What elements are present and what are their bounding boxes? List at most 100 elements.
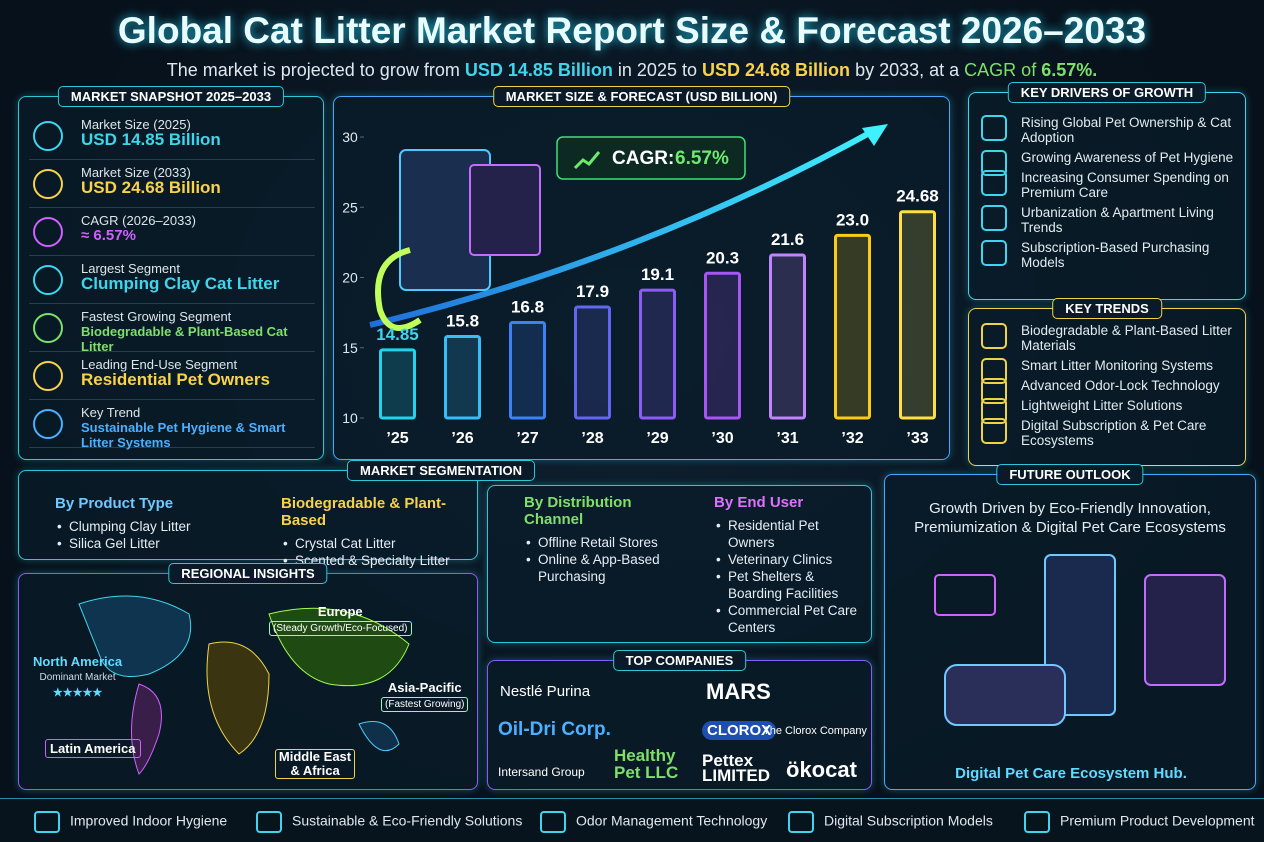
bar bbox=[769, 253, 806, 420]
value-label: 21.6 bbox=[771, 230, 804, 249]
region-note: (Steady Growth/Eco-Focused) bbox=[269, 621, 412, 636]
cagr-label: CAGR: bbox=[612, 148, 674, 169]
region-north-america: North America Dominant Market ★★★★★ bbox=[33, 654, 122, 699]
region-asia-pacific: Asia-Pacific (Fastest Growing) bbox=[381, 680, 469, 712]
drivers-text: Increasing Consumer Spending on Premium … bbox=[1021, 170, 1229, 200]
value-label: 15.8 bbox=[446, 312, 479, 331]
snapshot-label: Largest Segment bbox=[81, 261, 181, 276]
drivers-text: Rising Global Pet Ownership & Cat Adopti… bbox=[1021, 115, 1232, 145]
company: CLOROX bbox=[702, 721, 777, 740]
segment-title: By Product Type bbox=[55, 495, 174, 512]
bar bbox=[444, 335, 481, 420]
trends-icon bbox=[981, 323, 1007, 349]
trends-item: Biodegradable & Plant-Based Litter Mater… bbox=[977, 323, 1239, 353]
drivers-item: Increasing Consumer Spending on Premium … bbox=[977, 170, 1239, 200]
companies-panel: TOP COMPANIES Nestlé Purina MARS Oil-Dri… bbox=[487, 650, 872, 790]
drivers-icon bbox=[981, 240, 1007, 266]
segment-group: By Distribution Channel Offline Retail St… bbox=[524, 494, 674, 585]
drivers-text: Urbanization & Apartment Living Trends bbox=[1021, 205, 1214, 235]
outlook-panel: FUTURE OUTLOOK Growth Driven by Eco-Frie… bbox=[884, 464, 1256, 790]
company: Nestlé Purina bbox=[500, 683, 591, 700]
trends-text: Digital Subscription & Pet Care Ecosyste… bbox=[1021, 418, 1207, 448]
company: Oil-Dri Corp. bbox=[498, 719, 611, 740]
outlook-headline: Growth Driven by Eco-Friendly Innovation… bbox=[914, 500, 1226, 536]
drivers-item: Subscription-Based Purchasing Models bbox=[977, 240, 1239, 270]
snapshot-label: Market Size (2033) bbox=[81, 165, 191, 180]
x-tick-label: ’31 bbox=[776, 430, 798, 447]
subtitle-text: in 2025 to bbox=[617, 60, 697, 80]
region-mea: Middle East & Africa bbox=[275, 749, 355, 779]
outlook-caption: Digital Pet Care Ecosystem Hub. bbox=[955, 765, 1187, 782]
trends-text: Biodegradable & Plant-Based Litter Mater… bbox=[1021, 323, 1232, 353]
bar bbox=[834, 233, 871, 420]
value-label: 19.1 bbox=[641, 265, 674, 284]
segment-title: By Distribution Channel bbox=[524, 494, 632, 528]
snapshot-value: Sustainable Pet Hygiene & Smart Litter S… bbox=[81, 420, 286, 450]
segment-group: By End User Residential Pet OwnersVeterin… bbox=[714, 494, 869, 636]
bar bbox=[639, 288, 676, 420]
trends-item: Lightweight Litter Solutions bbox=[977, 398, 1239, 424]
snapshot-label: Fastest Growing Segment bbox=[81, 309, 232, 324]
bar bbox=[379, 348, 416, 420]
trends-text: Lightweight Litter Solutions bbox=[1021, 398, 1183, 413]
snapshot-item: Market Size (2033) USD 24.68 Billion bbox=[29, 161, 315, 208]
snapshot-value: USD 14.85 Billion bbox=[81, 130, 221, 149]
snapshot-item: Fastest Growing Segment Biodegradable & P… bbox=[29, 305, 315, 354]
footer: Improved Indoor Hygiene Sustainable & Ec… bbox=[0, 798, 1264, 842]
growth-arrow bbox=[369, 127, 877, 328]
snapshot-label: CAGR (2026–2033) bbox=[81, 213, 196, 228]
regional-title: REGIONAL INSIGHTS bbox=[168, 563, 328, 584]
bar bbox=[899, 210, 936, 420]
snapshot-value: Residential Pet Owners bbox=[81, 370, 270, 389]
bar bbox=[704, 271, 741, 420]
forecast-title: MARKET SIZE & FORECAST (USD BILLION) bbox=[492, 86, 791, 107]
snapshot-value: USD 24.68 Billion bbox=[81, 178, 221, 197]
company: Intersand Group bbox=[498, 765, 585, 779]
drivers-text: Subscription-Based Purchasing Models bbox=[1021, 240, 1210, 270]
segment-item: Commercial Pet Care Centers bbox=[714, 602, 869, 636]
bar bbox=[574, 305, 611, 420]
cagr-badge bbox=[556, 136, 746, 180]
trends-title: KEY TRENDS bbox=[1052, 298, 1162, 319]
snapshot-icon bbox=[33, 217, 63, 247]
regional-panel: REGIONAL INSIGHTS North America Dominant … bbox=[18, 563, 478, 790]
cagr-icon bbox=[573, 151, 601, 170]
trends-icon bbox=[981, 418, 1007, 444]
snapshot-icon bbox=[33, 265, 63, 295]
growth-arrow-head bbox=[862, 124, 888, 146]
segment-title: Biodegradable & Plant-Based bbox=[281, 495, 447, 529]
page-title: Global Cat Litter Market Report Size & F… bbox=[117, 10, 1147, 51]
snapshot-item: Leading End-Use Segment Residential Pet O… bbox=[29, 353, 315, 400]
segmentation-left: MARKET SEGMENTATION By Product Type Clump… bbox=[18, 460, 536, 569]
subtitle-start: USD 14.85 Billion bbox=[464, 60, 613, 80]
footer-item: Improved Indoor Hygiene bbox=[34, 811, 227, 833]
drivers-item: Growing Awareness of Pet Hygiene bbox=[977, 150, 1239, 176]
trends-panel: KEY TRENDS Biodegradable & Plant-Based L… bbox=[968, 298, 1246, 466]
footer-item: Digital Subscription Models bbox=[788, 811, 993, 833]
snapshot-icon bbox=[33, 409, 63, 439]
segment-item: Scented & Specialty Litter bbox=[281, 552, 477, 569]
footer-item: Premium Product Development bbox=[1024, 811, 1255, 833]
drivers-icon bbox=[981, 205, 1007, 231]
bar bbox=[509, 320, 546, 420]
x-tick-label: ’27 bbox=[516, 430, 538, 447]
value-label: 14.85 bbox=[376, 325, 419, 344]
segment-item: Veterinary Clinics bbox=[714, 551, 869, 568]
outlook-title: FUTURE OUTLOOK bbox=[996, 464, 1144, 485]
segment-title: By End User bbox=[714, 494, 804, 511]
trends-icon bbox=[981, 398, 1007, 424]
subtitle-cagr: 6.57%. bbox=[1041, 60, 1098, 80]
footer-item: Sustainable & Eco-Friendly Solutions bbox=[256, 811, 522, 833]
segment-item: Clumping Clay Litter bbox=[55, 518, 191, 535]
value-label: 23.0 bbox=[836, 210, 869, 229]
drivers-item: Urbanization & Apartment Living Trends bbox=[977, 205, 1239, 235]
company: MARS bbox=[706, 679, 771, 704]
trends-item: Smart Litter Monitoring Systems bbox=[977, 358, 1239, 384]
snapshot-value: ≈ 6.57% bbox=[81, 227, 136, 244]
trends-text: Advanced Odor-Lock Technology bbox=[1021, 378, 1220, 393]
snapshot-title: MARKET SNAPSHOT 2025–2033 bbox=[57, 86, 285, 107]
snapshot-label: Market Size (2025) bbox=[81, 117, 191, 132]
drivers-title: KEY DRIVERS OF GROWTH bbox=[1007, 82, 1207, 103]
drivers-icon bbox=[981, 150, 1007, 176]
